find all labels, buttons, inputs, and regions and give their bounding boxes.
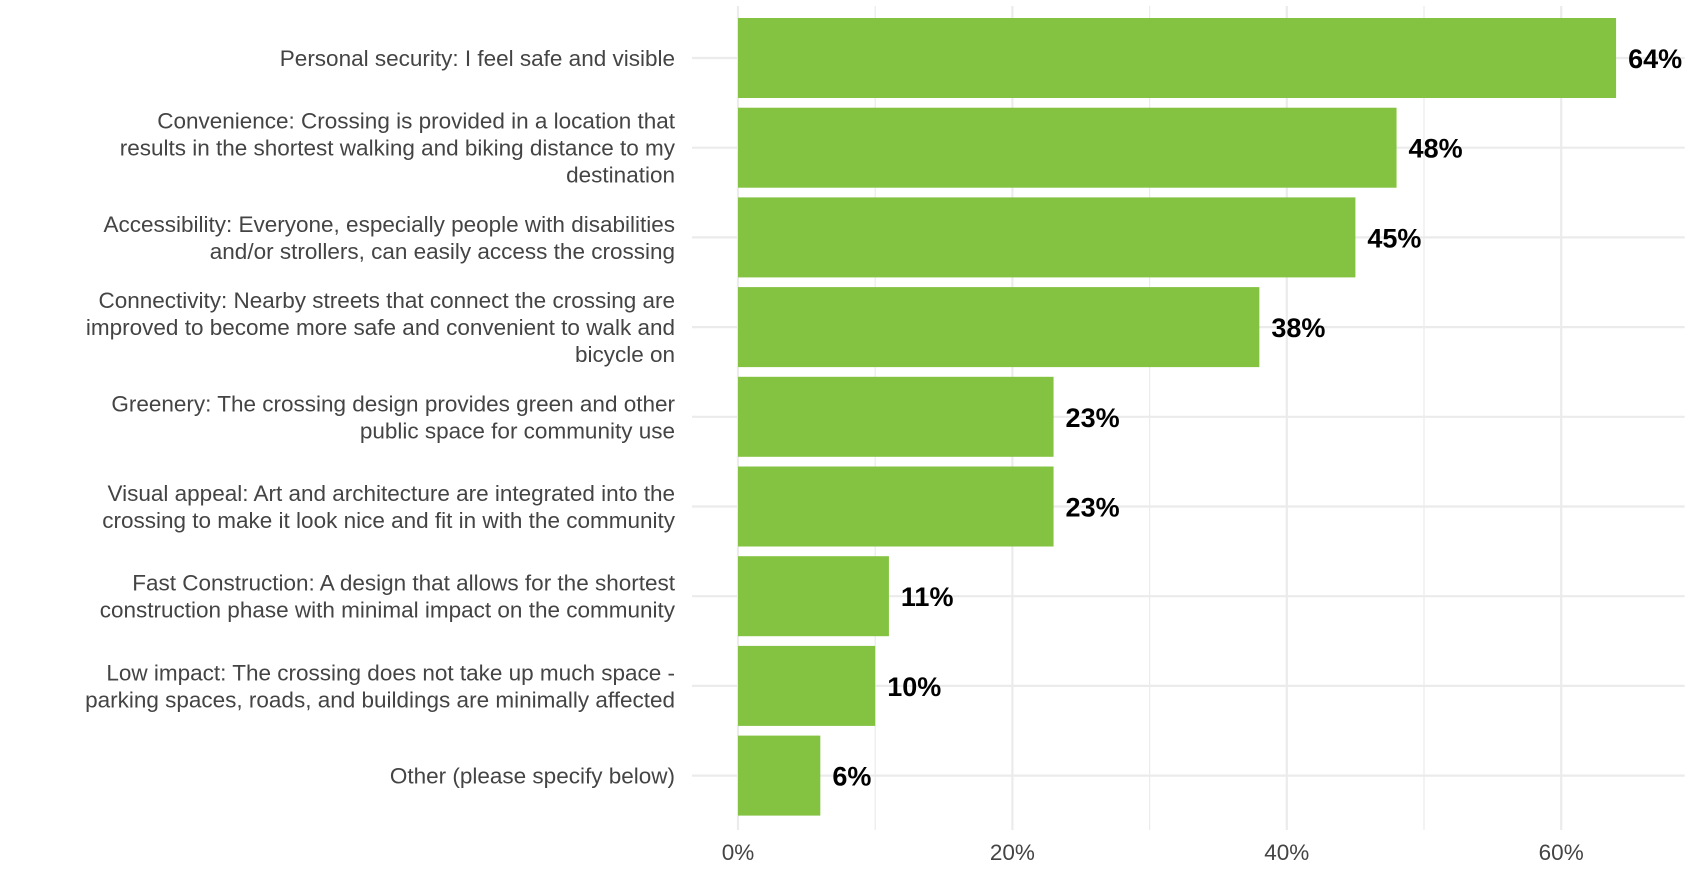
x-tick-label: 40% <box>1264 840 1309 865</box>
x-tick-label: 0% <box>722 840 755 865</box>
category-label: Low impact: The crossing does not take u… <box>85 660 675 712</box>
value-label-layer: 64% 48% 45% 38% 23% 23% 11% 10% 6% <box>832 44 1682 792</box>
data-label: 10% <box>887 672 941 702</box>
category-label-layer: Personal security: I feel safe and visib… <box>85 46 676 789</box>
bar <box>738 197 1356 278</box>
category-label: Convenience: Crossing is provided in a l… <box>120 109 676 188</box>
data-label: 38% <box>1271 313 1325 343</box>
bar <box>738 18 1617 98</box>
category-label: Visual appeal: Art and architecture are … <box>102 481 676 533</box>
data-label: 64% <box>1628 44 1682 74</box>
bar-layer <box>738 18 1617 816</box>
bar <box>738 466 1054 547</box>
category-label: Other (please specify below) <box>390 764 675 789</box>
data-label: 45% <box>1367 223 1421 253</box>
category-label: Accessibility: Everyone, especially peop… <box>103 212 675 264</box>
data-label: 6% <box>832 762 871 792</box>
category-label: Connectivity: Nearby streets that connec… <box>86 288 675 367</box>
bar <box>738 645 876 726</box>
data-label: 48% <box>1409 134 1463 164</box>
bar <box>738 287 1260 368</box>
data-label: 23% <box>1066 403 1120 433</box>
data-label: 11% <box>901 582 954 612</box>
bar <box>738 556 889 637</box>
data-label: 23% <box>1066 493 1120 523</box>
bar <box>738 376 1054 457</box>
category-label: Fast Construction: A design that allows … <box>100 571 676 623</box>
category-label: Greenery: The crossing design provides g… <box>111 391 675 443</box>
bar <box>738 735 821 816</box>
category-label: Personal security: I feel safe and visib… <box>280 46 675 71</box>
x-tick-label: 60% <box>1539 840 1584 865</box>
x-tick-label: 20% <box>990 840 1035 865</box>
bar <box>738 107 1397 188</box>
x-axis-tick-layer: 0% 20% 40% 60% <box>722 840 1584 865</box>
